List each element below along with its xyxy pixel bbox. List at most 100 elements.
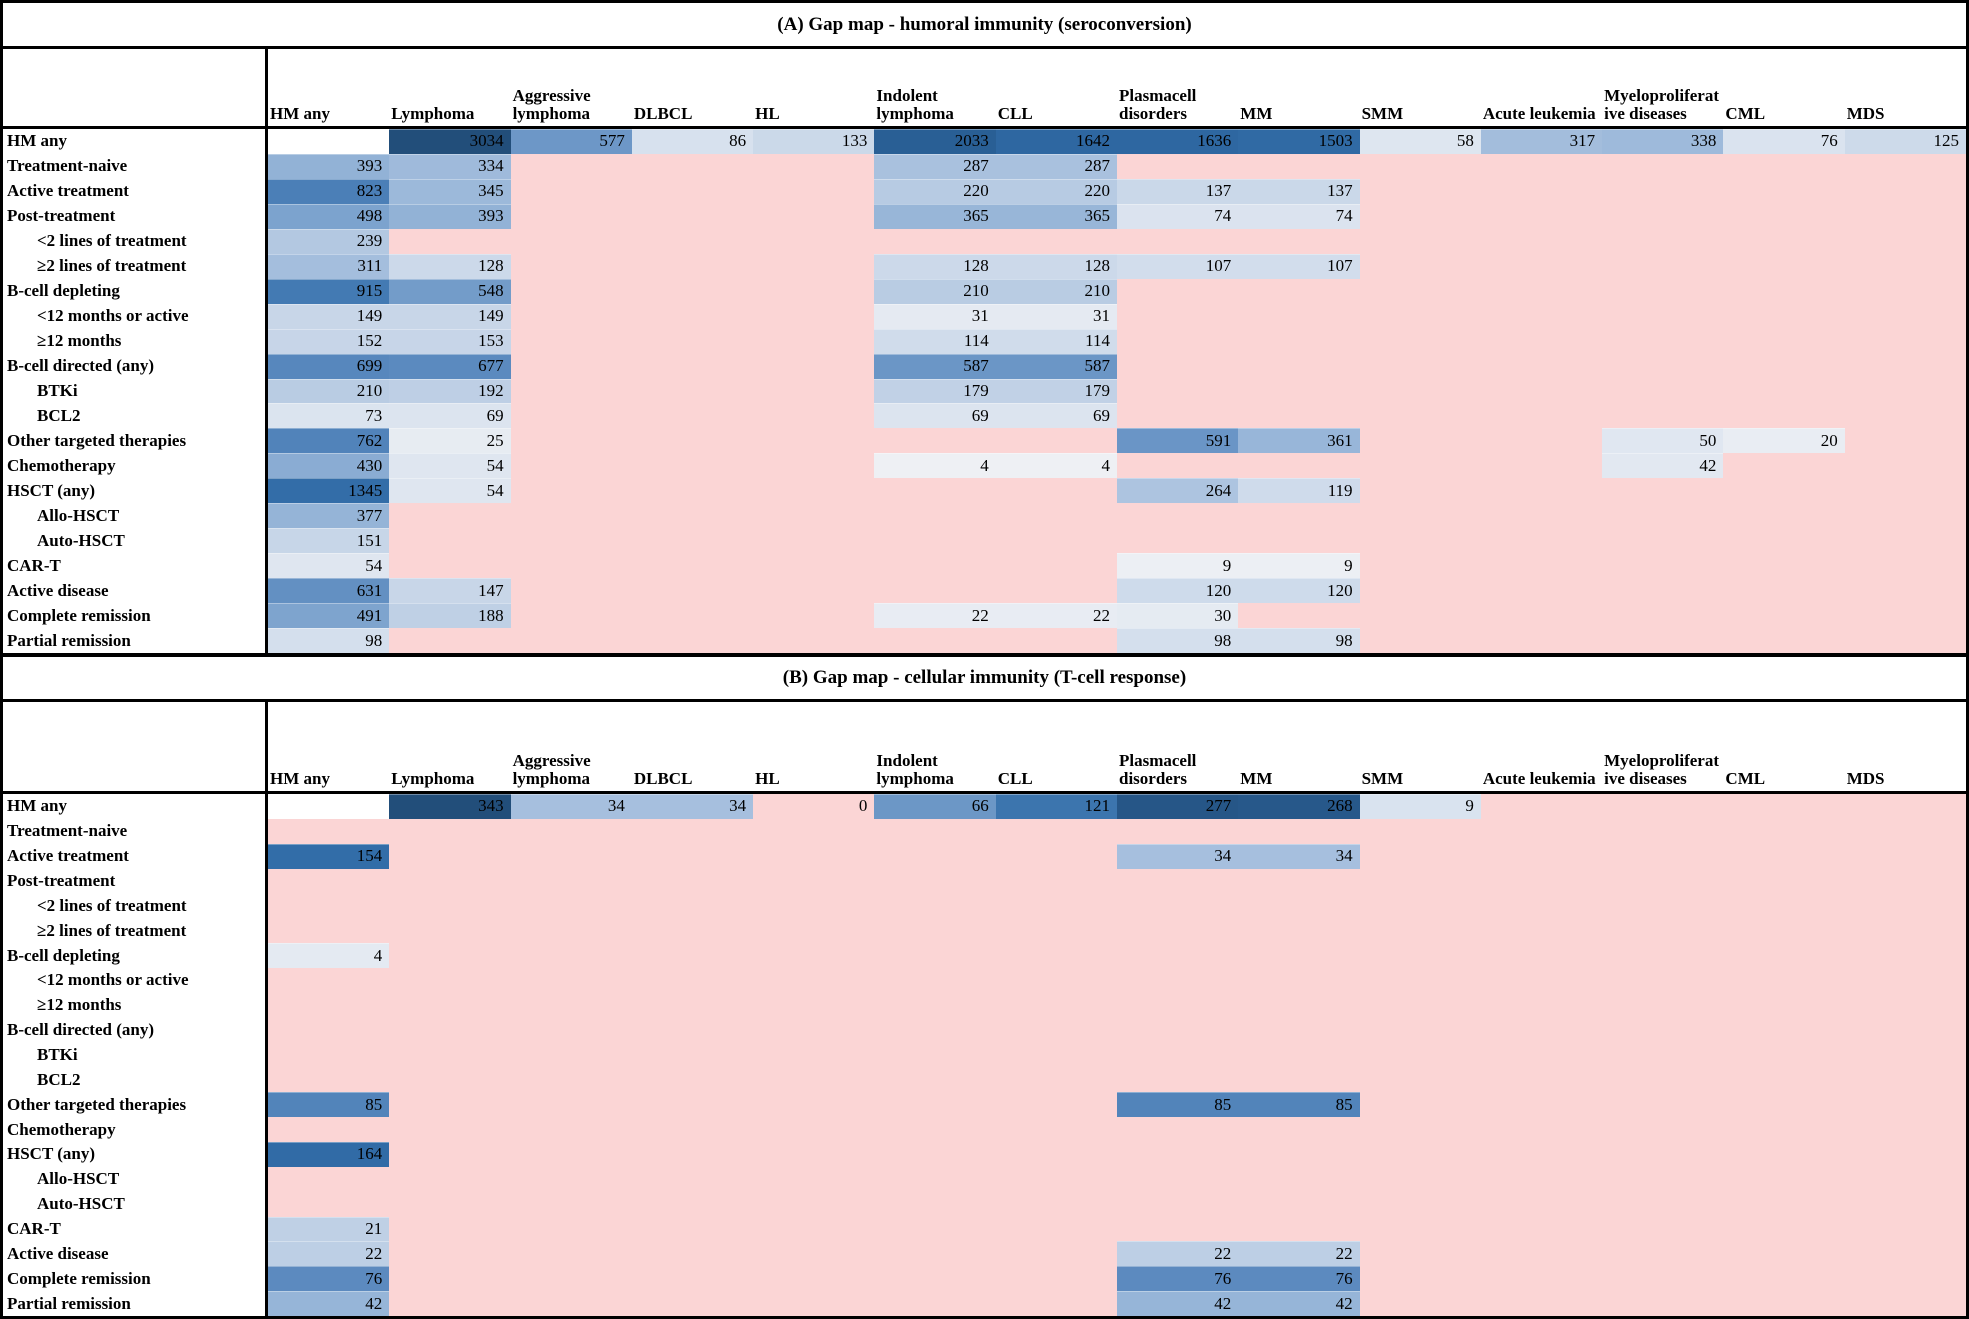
heatmap-cell: [1238, 968, 1360, 993]
heatmap-cell: [1844, 403, 1966, 429]
heatmap-cell: [268, 868, 390, 894]
heatmap-cell: [753, 228, 875, 254]
column-header-10: SMM: [1359, 702, 1481, 794]
heatmap-cell: [389, 528, 511, 554]
heatmap-cell: [1602, 794, 1724, 819]
heatmap-cell: [1359, 968, 1481, 993]
heatmap-cell: [1844, 228, 1966, 254]
heatmap-cell: [268, 129, 390, 154]
heatmap-cell: [631, 868, 754, 894]
heatmap-cell: 76: [1238, 1266, 1360, 1292]
heatmap-cell: [1723, 1142, 1845, 1167]
heatmap-cell: [1116, 918, 1239, 944]
heatmap-cell: [1602, 1142, 1724, 1167]
heatmap-cell: 1345: [268, 478, 390, 504]
heatmap-cell: [1844, 278, 1966, 304]
row-label-3: Active treatment: [3, 843, 268, 869]
heatmap-cell: [1359, 278, 1481, 304]
heatmap-cell: [874, 992, 996, 1018]
heatmap-cell: [1480, 403, 1603, 429]
heatmap-cell: [874, 1266, 996, 1292]
heatmap-cell: [874, 578, 996, 604]
heatmap-cell: [1359, 1216, 1481, 1242]
heatmap-cell: [874, 1166, 996, 1192]
heatmap-cell: [1359, 1266, 1481, 1292]
heatmap-cell: [510, 1117, 632, 1142]
heatmap-cell: [1238, 1166, 1360, 1192]
heatmap-cell: 591: [1116, 428, 1239, 454]
heatmap-cell: [1844, 553, 1966, 579]
heatmap-cell: [1844, 353, 1966, 379]
heatmap-cell: [874, 843, 996, 869]
row-label-1: HM any: [3, 129, 268, 154]
heatmap-cell: [995, 968, 1117, 993]
heatmap-cell: [753, 992, 875, 1018]
heatmap-cell: [995, 1092, 1117, 1118]
heatmap-cell: [1844, 1067, 1966, 1093]
heatmap-cell: [268, 1191, 390, 1217]
heatmap-cell: [1844, 1142, 1966, 1167]
heatmap-cell: [1602, 328, 1724, 354]
row-label-20: Complete remission: [3, 603, 268, 629]
heatmap-cell: [874, 1216, 996, 1242]
heatmap-cell: [1238, 1042, 1360, 1068]
heatmap-cell: 699: [268, 353, 390, 379]
heatmap-cell: [1844, 378, 1966, 404]
heatmap-cell: 430: [268, 453, 390, 479]
heatmap-cell: [1723, 843, 1845, 869]
heatmap-cell: [753, 1166, 875, 1192]
heatmap-cell: [874, 553, 996, 579]
heatmap-cell: [1359, 818, 1481, 844]
heatmap-cell: [1359, 153, 1481, 179]
column-header-11: Acute leukemia: [1480, 49, 1603, 129]
heatmap-cell: [1238, 818, 1360, 844]
heatmap-cell: [1480, 378, 1603, 404]
column-header-1: HM any: [268, 702, 390, 794]
heatmap-cell: [1602, 628, 1724, 653]
heatmap-cell: [1602, 353, 1724, 379]
heatmap-cell: [1480, 794, 1603, 819]
row-label-18: CAR-T: [3, 1216, 268, 1242]
heatmap-cell: [995, 1142, 1117, 1167]
heatmap-cell: [1480, 228, 1603, 254]
heatmap-cell: 210: [874, 278, 996, 304]
heatmap-cell: [1602, 303, 1724, 329]
heatmap-cell: [1602, 403, 1724, 429]
heatmap-cell: [1359, 1092, 1481, 1118]
heatmap-cell: [631, 1216, 754, 1242]
heatmap-cell: 179: [995, 378, 1117, 404]
heatmap-cell: [631, 628, 754, 653]
heatmap-cell: [389, 228, 511, 254]
heatmap-cell: [268, 794, 390, 819]
heatmap-cell: [1602, 1191, 1724, 1217]
heatmap-cell: 54: [268, 553, 390, 579]
heatmap-cell: [874, 1142, 996, 1167]
heatmap-cell: [1359, 992, 1481, 1018]
heatmap-cell: [1844, 1266, 1966, 1292]
heatmap-cell: [1116, 1017, 1239, 1043]
heatmap-cell: [995, 992, 1117, 1018]
heatmap-cell: [1116, 818, 1239, 844]
column-header-5: HL: [753, 702, 875, 794]
heatmap-cell: 98: [268, 628, 390, 653]
heatmap-cell: 577: [510, 129, 632, 154]
heatmap-cell: [874, 1241, 996, 1267]
heatmap-cell: [753, 1017, 875, 1043]
column-header-2: Lymphoma: [389, 49, 511, 129]
heatmap-cell: [1602, 153, 1724, 179]
heatmap-cell: [1723, 528, 1845, 554]
heatmap-cell: [1723, 228, 1845, 254]
heatmap-cell: 22: [874, 603, 996, 629]
heatmap-cell: [1359, 1142, 1481, 1167]
column-header-9: MM: [1238, 49, 1360, 129]
heatmap-cell: [510, 1042, 632, 1068]
heatmap-cell: 22: [1116, 1241, 1239, 1267]
heatmap-cell: [1116, 1166, 1239, 1192]
column-header-8: Plasmacell disorders: [1116, 702, 1239, 794]
heatmap-cell: [631, 1266, 754, 1292]
heatmap-cell: 915: [268, 278, 390, 304]
heatmap-cell: 125: [1844, 129, 1966, 154]
heatmap-cell: [1844, 578, 1966, 604]
heatmap-cell: [1359, 378, 1481, 404]
heatmap-cell: 50: [1602, 428, 1724, 454]
